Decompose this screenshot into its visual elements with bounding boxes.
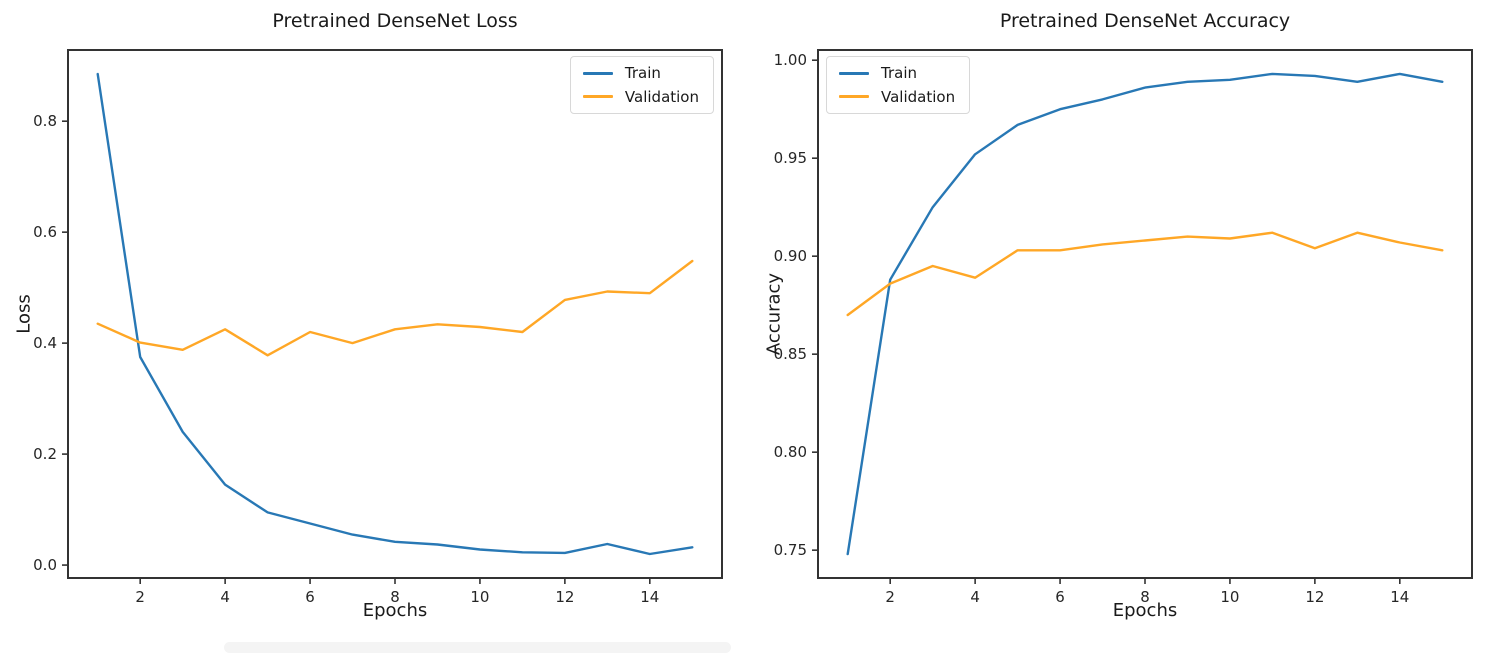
legend-item-validation: Validation [839, 87, 956, 106]
legend-label-train: Train [624, 64, 661, 82]
accuracy-y-axis-label: Accuracy [763, 272, 785, 356]
svg-text:2: 2 [135, 588, 145, 606]
accuracy-chart-title: Pretrained DenseNet Accuracy [999, 10, 1291, 32]
svg-text:0.80: 0.80 [774, 443, 807, 461]
loss-x-axis-label: Epochs [362, 600, 428, 621]
legend-item-train: Train [582, 64, 699, 82]
svg-text:0.8: 0.8 [33, 112, 57, 130]
svg-text:10: 10 [1220, 588, 1239, 606]
svg-text:10: 10 [470, 588, 489, 606]
train-line-swatch [839, 71, 869, 75]
svg-text:2: 2 [885, 588, 895, 606]
legend-label-validation: Validation [624, 87, 699, 106]
svg-text:0.90: 0.90 [774, 247, 807, 265]
svg-text:0.2: 0.2 [33, 445, 57, 463]
svg-text:0.95: 0.95 [774, 149, 807, 167]
loss-chart: 2 4 6 8 10 12 14 0.0 0.2 0.4 0.6 0.8 Pretrained Den… [13, 10, 723, 621]
train-line-swatch [582, 71, 613, 75]
svg-text:0.85: 0.85 [774, 345, 807, 363]
loss-plot-canvas: 2 4 6 8 10 12 14 0.0 0.2 0.4 0.6 0.8 [33, 49, 723, 606]
accuracy-plot-canvas: 2 4 6 8 10 12 14 0.75 0.80 0.85 0.90 0.95 1.00 [774, 49, 1473, 606]
svg-text:6: 6 [305, 588, 315, 606]
legend-item-train: Train [839, 65, 955, 82]
svg-text:0.75: 0.75 [774, 541, 807, 559]
svg-text:4: 4 [220, 588, 230, 606]
svg-text:14: 14 [1390, 588, 1409, 606]
svg-text:8: 8 [390, 588, 400, 606]
loss-y-axis-label: Loss [13, 294, 35, 334]
svg-text:0.6: 0.6 [33, 223, 57, 241]
svg-text:0.4: 0.4 [33, 334, 57, 352]
svg-text:12: 12 [555, 588, 574, 606]
svg-text:1.00: 1.00 [774, 51, 807, 69]
loss-chart-title: Pretrained DenseNet Loss [272, 10, 518, 32]
highlight-strip [224, 642, 731, 653]
svg-text:0.0: 0.0 [33, 556, 57, 574]
accuracy-chart: 2 4 6 8 10 12 14 0.75 0.80 0.85 0.90 0.95 1.00 Pretr… [750, 0, 1500, 659]
svg-text:12: 12 [1305, 588, 1324, 606]
legend-label-validation: Validation [881, 87, 956, 106]
svg-text:8: 8 [1140, 588, 1150, 606]
accuracy-x-axis-label: Epochs [1112, 600, 1178, 621]
validation-line-swatch [839, 95, 869, 99]
legend-label-train: Train [881, 64, 917, 82]
svg-text:14: 14 [640, 588, 659, 606]
loss-legend: Train Validation [569, 56, 714, 114]
svg-text:6: 6 [1055, 588, 1065, 606]
svg-text:4: 4 [970, 588, 980, 606]
accuracy-legend: Train Validation [826, 56, 971, 114]
validation-line-swatch [582, 95, 613, 99]
legend-item-validation: Validation [582, 87, 699, 106]
